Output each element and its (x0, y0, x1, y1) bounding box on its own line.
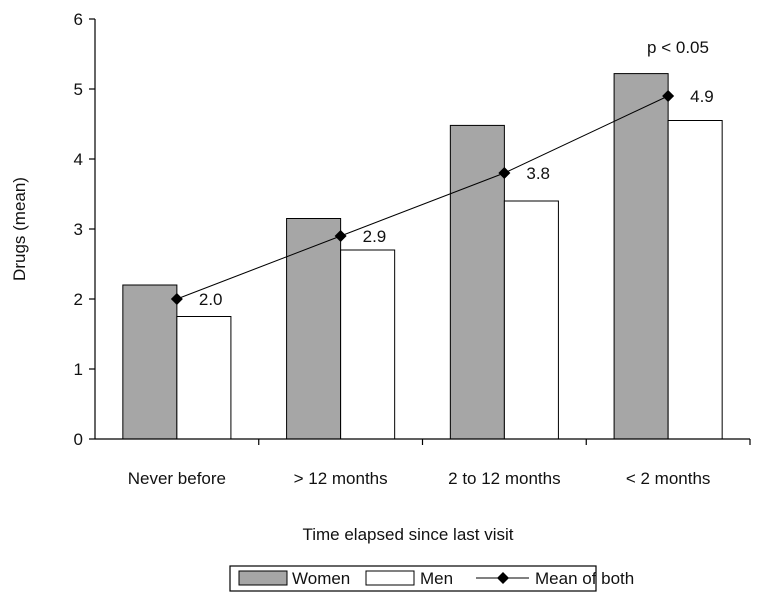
x-tick-label: Never before (128, 469, 226, 488)
bar-women (122, 284, 178, 440)
y-tick-label: 1 (74, 360, 83, 379)
y-tick-label: 6 (74, 10, 83, 29)
mean-data-label: 3.8 (526, 164, 550, 183)
bar-women (449, 124, 505, 440)
legend-swatch-women (238, 570, 288, 586)
legend-swatch-mean-marker (497, 572, 509, 584)
mean-line (176, 95, 669, 300)
p-value-annotation: p < 0.05 (647, 38, 709, 57)
legend-label-mean: Mean of both (535, 569, 634, 588)
bar-men (667, 120, 723, 440)
mean-marker (334, 230, 347, 242)
y-tick-label: 4 (74, 150, 83, 169)
legend-label-men: Men (420, 569, 453, 588)
y-axis-title: Drugs (mean) (10, 177, 29, 281)
legend-swatch-men (365, 570, 415, 586)
legend: Women Men Mean of both (229, 565, 634, 592)
x-tick-label: > 12 months (294, 469, 388, 488)
y-tick-label: 5 (74, 80, 83, 99)
y-tick-label: 2 (74, 290, 83, 309)
mean-data-label: 2.0 (199, 290, 223, 309)
mean-marker (662, 90, 675, 102)
bar-women (613, 73, 669, 440)
y-tick-label: 3 (74, 220, 83, 239)
bar-men (176, 316, 232, 440)
x-axis-title: Time elapsed since last visit (302, 525, 513, 544)
bar-men (340, 249, 396, 440)
x-tick-label: < 2 months (626, 469, 711, 488)
bar-women (286, 218, 342, 440)
legend-label-women: Women (292, 569, 350, 588)
mean-data-label: 4.9 (690, 87, 714, 106)
mean-marker (498, 167, 511, 179)
y-tick-label: 0 (74, 430, 83, 449)
x-tick-label: 2 to 12 months (448, 469, 560, 488)
mean-data-label: 2.9 (363, 227, 387, 246)
mean-marker (170, 293, 183, 305)
bar-men (503, 200, 559, 440)
